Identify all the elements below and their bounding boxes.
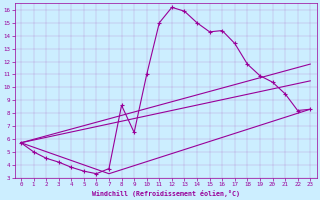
X-axis label: Windchill (Refroidissement éolien,°C): Windchill (Refroidissement éolien,°C) (92, 190, 240, 197)
